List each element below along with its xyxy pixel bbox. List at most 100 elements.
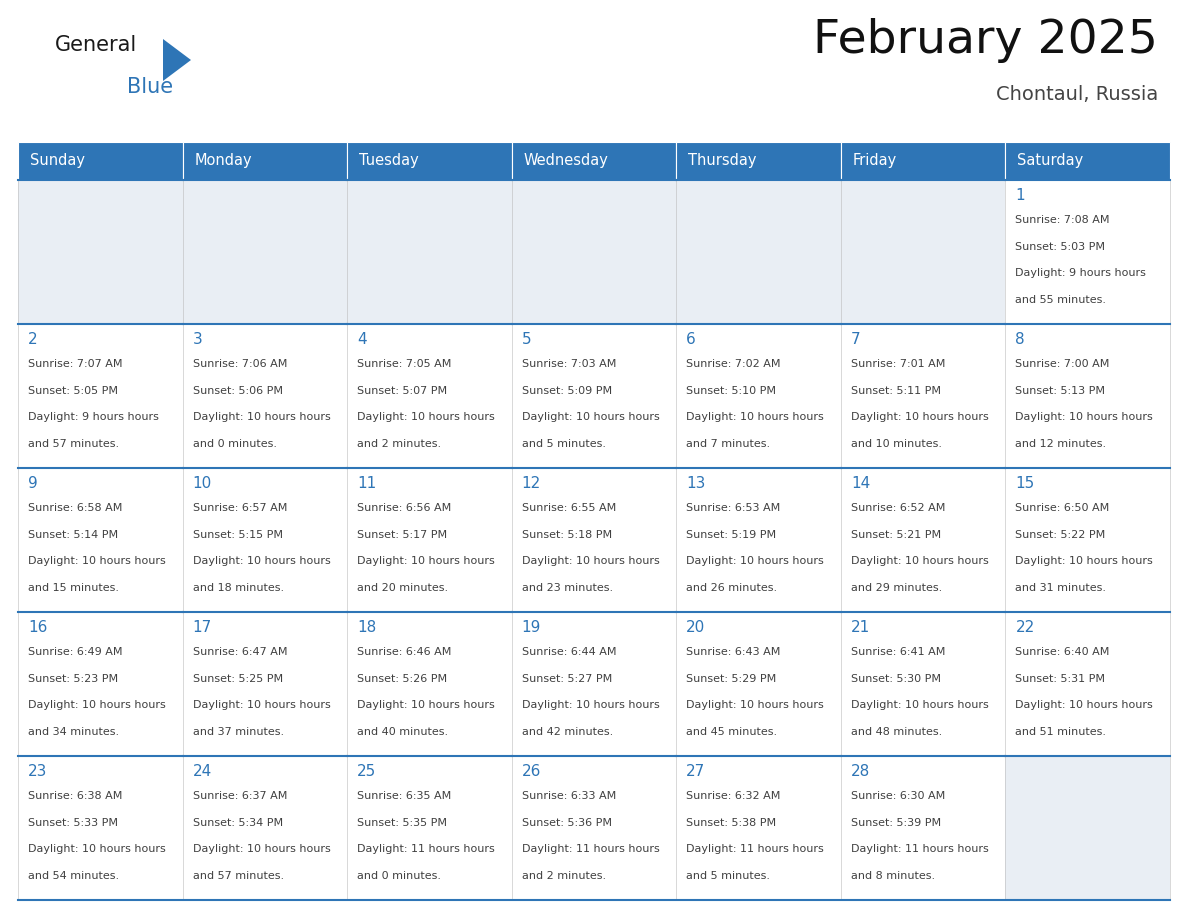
Text: Sunset: 5:26 PM: Sunset: 5:26 PM: [358, 674, 447, 684]
Bar: [841, 756, 1005, 900]
Text: Daylight: 10 hours hours: Daylight: 10 hours hours: [851, 412, 988, 422]
Text: 23: 23: [29, 764, 48, 779]
Text: 16: 16: [29, 620, 48, 635]
Bar: [1005, 756, 1170, 900]
Bar: [676, 468, 841, 612]
Bar: [512, 468, 676, 612]
Text: Sunrise: 6:55 AM: Sunrise: 6:55 AM: [522, 503, 615, 513]
Text: Daylight: 10 hours hours: Daylight: 10 hours hours: [192, 845, 330, 855]
Text: 26: 26: [522, 764, 541, 779]
Bar: [347, 324, 512, 468]
Text: Sunrise: 6:33 AM: Sunrise: 6:33 AM: [522, 791, 615, 801]
Text: Sunrise: 6:38 AM: Sunrise: 6:38 AM: [29, 791, 122, 801]
Text: Sunset: 5:33 PM: Sunset: 5:33 PM: [29, 818, 118, 828]
Text: 25: 25: [358, 764, 377, 779]
Text: February 2025: February 2025: [813, 18, 1158, 63]
Text: Sunrise: 6:58 AM: Sunrise: 6:58 AM: [29, 503, 122, 513]
Text: Daylight: 10 hours hours: Daylight: 10 hours hours: [687, 412, 824, 422]
Text: Sunrise: 6:50 AM: Sunrise: 6:50 AM: [1016, 503, 1110, 513]
Text: 20: 20: [687, 620, 706, 635]
Text: and 57 minutes.: and 57 minutes.: [29, 439, 119, 449]
Text: 27: 27: [687, 764, 706, 779]
Text: Daylight: 10 hours hours: Daylight: 10 hours hours: [358, 556, 495, 566]
Bar: [183, 324, 347, 468]
Bar: [676, 756, 841, 900]
Text: and 48 minutes.: and 48 minutes.: [851, 727, 942, 737]
Text: and 2 minutes.: and 2 minutes.: [358, 439, 441, 449]
Bar: [18, 612, 183, 756]
Text: and 55 minutes.: and 55 minutes.: [1016, 295, 1106, 305]
Text: Daylight: 9 hours hours: Daylight: 9 hours hours: [1016, 268, 1146, 278]
Text: Daylight: 11 hours hours: Daylight: 11 hours hours: [851, 845, 988, 855]
Text: 22: 22: [1016, 620, 1035, 635]
Text: Daylight: 10 hours hours: Daylight: 10 hours hours: [1016, 556, 1154, 566]
Text: and 20 minutes.: and 20 minutes.: [358, 583, 448, 593]
Text: Sunset: 5:34 PM: Sunset: 5:34 PM: [192, 818, 283, 828]
Text: Sunset: 5:21 PM: Sunset: 5:21 PM: [851, 530, 941, 540]
Bar: [183, 756, 347, 900]
Text: Thursday: Thursday: [688, 153, 757, 169]
Text: Daylight: 10 hours hours: Daylight: 10 hours hours: [1016, 700, 1154, 711]
Text: Daylight: 10 hours hours: Daylight: 10 hours hours: [522, 556, 659, 566]
Text: Tuesday: Tuesday: [359, 153, 419, 169]
Text: General: General: [55, 35, 138, 55]
Text: Daylight: 10 hours hours: Daylight: 10 hours hours: [192, 556, 330, 566]
Bar: [841, 142, 1005, 180]
Text: Sunset: 5:10 PM: Sunset: 5:10 PM: [687, 386, 776, 396]
Text: Daylight: 11 hours hours: Daylight: 11 hours hours: [358, 845, 495, 855]
Text: 12: 12: [522, 476, 541, 491]
Text: Daylight: 10 hours hours: Daylight: 10 hours hours: [851, 700, 988, 711]
Text: Chontaul, Russia: Chontaul, Russia: [996, 85, 1158, 104]
Text: 18: 18: [358, 620, 377, 635]
Text: Sunrise: 6:40 AM: Sunrise: 6:40 AM: [1016, 647, 1110, 657]
Text: Sunrise: 6:44 AM: Sunrise: 6:44 AM: [522, 647, 617, 657]
Text: 15: 15: [1016, 476, 1035, 491]
Text: and 23 minutes.: and 23 minutes.: [522, 583, 613, 593]
Bar: [676, 324, 841, 468]
Bar: [841, 612, 1005, 756]
Text: Daylight: 10 hours hours: Daylight: 10 hours hours: [687, 556, 824, 566]
Text: Sunset: 5:19 PM: Sunset: 5:19 PM: [687, 530, 777, 540]
Bar: [18, 142, 183, 180]
Text: Daylight: 10 hours hours: Daylight: 10 hours hours: [29, 700, 166, 711]
Text: Daylight: 10 hours hours: Daylight: 10 hours hours: [29, 845, 166, 855]
Text: Sunset: 5:13 PM: Sunset: 5:13 PM: [1016, 386, 1105, 396]
Text: Sunset: 5:39 PM: Sunset: 5:39 PM: [851, 818, 941, 828]
Text: 5: 5: [522, 332, 531, 347]
Text: 13: 13: [687, 476, 706, 491]
Text: Sunset: 5:27 PM: Sunset: 5:27 PM: [522, 674, 612, 684]
Bar: [676, 142, 841, 180]
Text: Sunrise: 7:08 AM: Sunrise: 7:08 AM: [1016, 215, 1110, 225]
Bar: [841, 180, 1005, 324]
Text: 14: 14: [851, 476, 870, 491]
Bar: [512, 324, 676, 468]
Text: Sunset: 5:07 PM: Sunset: 5:07 PM: [358, 386, 447, 396]
Text: Sunrise: 7:01 AM: Sunrise: 7:01 AM: [851, 359, 946, 369]
Bar: [347, 142, 512, 180]
Text: and 29 minutes.: and 29 minutes.: [851, 583, 942, 593]
Text: Sunset: 5:30 PM: Sunset: 5:30 PM: [851, 674, 941, 684]
Text: and 57 minutes.: and 57 minutes.: [192, 871, 284, 881]
Text: Sunrise: 6:52 AM: Sunrise: 6:52 AM: [851, 503, 946, 513]
Bar: [18, 468, 183, 612]
Text: Sunset: 5:09 PM: Sunset: 5:09 PM: [522, 386, 612, 396]
Text: Sunrise: 7:07 AM: Sunrise: 7:07 AM: [29, 359, 122, 369]
Polygon shape: [163, 39, 191, 81]
Text: Saturday: Saturday: [1017, 153, 1083, 169]
Bar: [347, 468, 512, 612]
Bar: [1005, 468, 1170, 612]
Text: Sunrise: 6:37 AM: Sunrise: 6:37 AM: [192, 791, 287, 801]
Text: Sunset: 5:31 PM: Sunset: 5:31 PM: [1016, 674, 1105, 684]
Text: Daylight: 10 hours hours: Daylight: 10 hours hours: [1016, 412, 1154, 422]
Bar: [347, 756, 512, 900]
Text: Sunrise: 6:32 AM: Sunrise: 6:32 AM: [687, 791, 781, 801]
Text: and 2 minutes.: and 2 minutes.: [522, 871, 606, 881]
Text: and 0 minutes.: and 0 minutes.: [192, 439, 277, 449]
Text: Sunrise: 6:53 AM: Sunrise: 6:53 AM: [687, 503, 781, 513]
Text: Wednesday: Wednesday: [524, 153, 608, 169]
Bar: [1005, 612, 1170, 756]
Bar: [18, 756, 183, 900]
Bar: [1005, 180, 1170, 324]
Text: and 34 minutes.: and 34 minutes.: [29, 727, 119, 737]
Text: Daylight: 10 hours hours: Daylight: 10 hours hours: [358, 700, 495, 711]
